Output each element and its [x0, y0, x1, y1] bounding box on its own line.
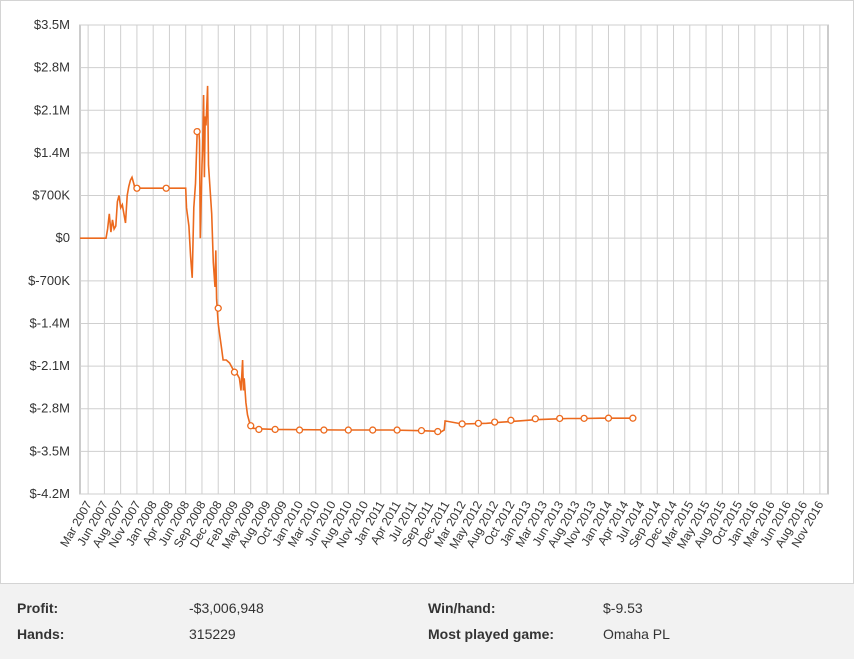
profit-label: Profit:: [17, 600, 59, 616]
profit-series-markers: [133, 127, 637, 436]
y-tick-label: $-700K: [28, 273, 70, 288]
series-point: [474, 419, 483, 427]
series-point: [230, 368, 239, 376]
series-point: [531, 415, 539, 423]
win-per-hand-label: Win/hand:: [428, 600, 496, 616]
y-tick-label: $-3.5M: [30, 443, 70, 458]
series-point: [604, 414, 613, 422]
win-per-hand-value: $-9.53: [603, 600, 643, 616]
series-point: [369, 426, 377, 434]
hands-value: 315229: [189, 626, 236, 642]
series-point: [393, 426, 401, 434]
series-point: [271, 425, 279, 434]
hands-label: Hands:: [17, 626, 65, 642]
y-tick-label: $700K: [32, 188, 70, 203]
y-tick-label: $-2.1M: [30, 358, 70, 373]
series-point: [491, 418, 499, 426]
y-tick-label: $-2.8M: [30, 401, 70, 416]
most-played-game-label: Most played game:: [428, 626, 555, 642]
grid-lines: [80, 24, 828, 495]
profit-chart: $3.5M $2.8M $2.1M $1.4M $700K $0 $-700K $-1.4M $…: [28, 17, 829, 551]
y-tick-label: $1.4M: [34, 145, 70, 160]
series-point: [629, 414, 637, 422]
series-point: [162, 184, 170, 192]
plot-area: [79, 24, 829, 495]
y-tick-label: $0: [56, 230, 70, 245]
series-point: [580, 414, 588, 423]
y-tick-label: $2.1M: [34, 102, 70, 117]
series-point: [214, 304, 222, 312]
series-point: [434, 427, 442, 436]
y-tick-label: $3.5M: [34, 17, 70, 32]
series-point: [247, 422, 255, 430]
stats-panel: Profit: -$3,006,948 Win/hand: $-9.53 Han…: [0, 583, 854, 659]
series-point: [193, 127, 201, 136]
series-point: [133, 184, 141, 192]
y-tick-label: $-4.2M: [30, 486, 70, 501]
most-played-game-value: Omaha PL: [603, 626, 670, 642]
series-point: [458, 420, 466, 428]
y-axis-ticks: $3.5M $2.8M $2.1M $1.4M $700K $0 $-700K $-1.4M $…: [28, 17, 70, 501]
series-point: [507, 416, 515, 424]
series-point: [320, 426, 328, 434]
y-tick-label: $-1.4M: [30, 315, 70, 330]
series-point: [556, 414, 564, 423]
series-point: [255, 425, 263, 434]
y-tick-label: $2.8M: [34, 60, 70, 75]
series-point: [417, 427, 426, 435]
series-point: [295, 426, 304, 434]
profit-value: -$3,006,948: [189, 600, 264, 616]
series-point: [344, 426, 352, 434]
